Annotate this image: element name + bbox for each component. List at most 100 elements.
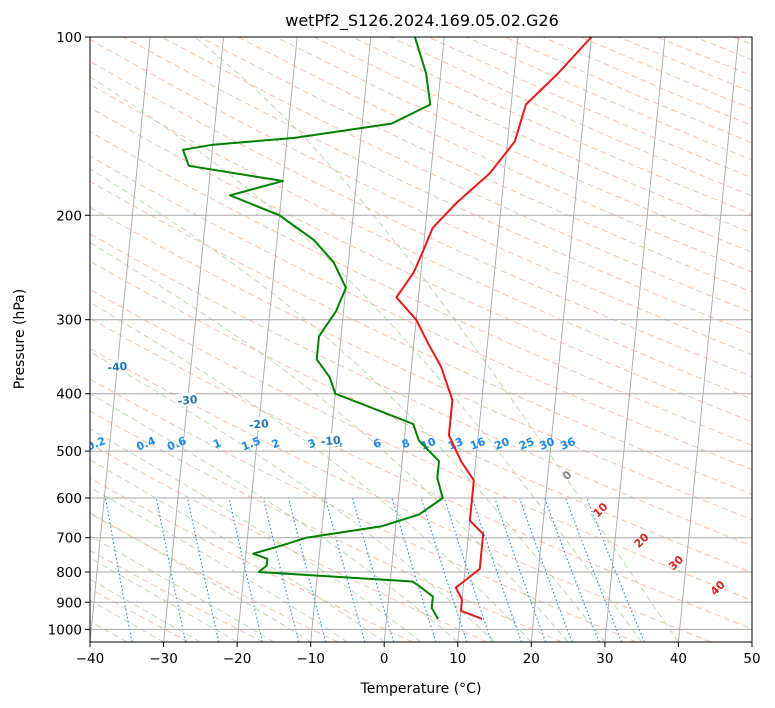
mixing-ratio-line — [544, 497, 600, 642]
mixing-ratio-line — [420, 497, 468, 642]
x-tick-label: −10 — [296, 651, 325, 667]
mixing-ratio-label: 3 — [306, 436, 318, 451]
mixing-ratio-line — [262, 497, 300, 642]
x-tick-label: −40 — [76, 651, 105, 667]
moist-adiabat-line — [90, 557, 238, 642]
mixing-ratio-line — [518, 497, 573, 642]
chart-title: wetPf2_S126.2024.169.05.02.G26 — [285, 11, 559, 31]
isotherm-line — [530, 37, 592, 642]
mixing-ratio-label: 6 — [371, 436, 383, 451]
isotherm-line — [604, 37, 666, 642]
mixing-ratio-line — [586, 497, 645, 642]
mixing-ratio-label: 10 — [419, 435, 438, 453]
dry-adiabat-line — [428, 37, 752, 179]
mixing-ratio-label: 20 — [492, 435, 511, 453]
dry-adiabat-line — [580, 37, 752, 110]
isotherm-line — [457, 37, 519, 642]
y-tick-label: 100 — [56, 30, 82, 46]
dry-adiabat-label: 40 — [708, 578, 728, 598]
dry-adiabat-line — [90, 513, 339, 642]
isotherm-label-bg — [38, 320, 57, 335]
moist-adiabat-line — [90, 578, 201, 642]
dry-adiabat-line — [90, 588, 189, 642]
dry-adiabat-line — [351, 37, 752, 215]
y-tick-label: 1000 — [48, 622, 82, 638]
x-axis-label: Temperature (°C) — [360, 681, 482, 697]
dry-adiabat-line — [504, 37, 752, 144]
x-tick-label: −20 — [223, 651, 252, 667]
isotherm-label: -40 — [107, 360, 128, 375]
mixing-ratio-line — [391, 497, 437, 642]
y-tick-label: 400 — [56, 387, 82, 403]
isotherm-line — [383, 37, 445, 642]
mixing-ratio-line — [287, 497, 327, 642]
x-tick-label: 0 — [380, 651, 389, 667]
mixing-ratio-label: 2 — [270, 436, 282, 451]
dry-adiabat-line — [732, 37, 752, 45]
moist-adiabat-line — [90, 459, 385, 642]
moist-adiabat-line — [90, 301, 532, 642]
moist-adiabat-line — [90, 392, 459, 642]
isotherm-lines — [0, 37, 752, 642]
isotherm-label-bg — [249, 416, 269, 431]
isotherm-label-bg — [321, 432, 341, 448]
isotherm-label: -30 — [177, 393, 198, 408]
moist-adiabat-line — [90, 76, 643, 642]
x-axis: −40 −30 −20 −10 0 10 20 30 40 50 — [76, 642, 761, 667]
dry-adiabat-line — [313, 37, 752, 234]
x-tick-label: 30 — [596, 651, 613, 667]
plot-frame — [89, 36, 753, 643]
dry-adiabat-line — [90, 347, 711, 642]
dry-adiabat-line — [656, 37, 752, 77]
moist-adiabat-line — [90, 428, 422, 642]
x-tick-label: 50 — [743, 651, 760, 667]
mixing-ratio-line — [494, 497, 547, 642]
dry-adiabat-line — [199, 37, 752, 293]
isotherm-line — [677, 37, 739, 642]
moist-adiabat-line — [90, 168, 606, 642]
mixing-ratio-line — [187, 497, 220, 642]
isotherm-line — [90, 37, 151, 642]
y-tick-label: 900 — [56, 595, 82, 611]
y-tick-label: 200 — [56, 208, 82, 224]
dry-adiabat-line — [123, 37, 752, 334]
x-tick-label: −30 — [149, 651, 178, 667]
y-tick-label: 700 — [56, 531, 82, 547]
moist-adiabat-line — [194, 37, 679, 642]
mixing-ratio-line — [471, 497, 523, 642]
dry-adiabat-line — [694, 37, 752, 61]
mixing-ratio-label: 36 — [558, 435, 577, 453]
y-axis-label: Pressure (hPa) — [12, 289, 28, 389]
mixing-ratio-line — [228, 497, 264, 642]
mixing-ratio-line — [104, 497, 133, 642]
isotherm-line — [751, 637, 752, 642]
y-tick-label: 800 — [56, 565, 82, 581]
dewpoint-line — [182, 37, 444, 620]
dry-adiabat-line — [771, 37, 775, 642]
dry-adiabat-line — [90, 549, 264, 642]
dry-adiabat-line — [90, 317, 752, 630]
dry-adiabat-label: 0 — [560, 468, 575, 483]
isotherm-label: -20 — [248, 417, 269, 432]
moist-adiabat-line — [90, 351, 495, 642]
pressure-gridlines — [90, 37, 752, 630]
dry-adiabat-line — [542, 37, 752, 126]
moist-adiabat-line — [90, 535, 275, 642]
dry-adiabat-line — [275, 37, 752, 253]
isotherm-line — [163, 37, 225, 642]
dry-adiabat-line — [90, 206, 752, 521]
dry-adiabat-label: 30 — [666, 553, 686, 573]
dry-adiabat-line — [90, 410, 562, 642]
profile-series — [182, 37, 593, 620]
y-tick-label: 600 — [56, 491, 82, 507]
dry-adiabat-line — [90, 38, 752, 356]
dry-adiabat-line — [90, 378, 637, 642]
mixing-ratio-label: 1 — [211, 436, 223, 451]
isotherm-line — [0, 37, 3, 642]
mixing-ratio-line — [155, 497, 187, 642]
y-axis: 100 200 300 400 500 600 700 800 900 1000 — [48, 30, 90, 638]
dry-adiabat-line — [90, 443, 488, 642]
mixing-ratio-label: 16 — [468, 435, 487, 453]
x-tick-label: 10 — [449, 651, 466, 667]
